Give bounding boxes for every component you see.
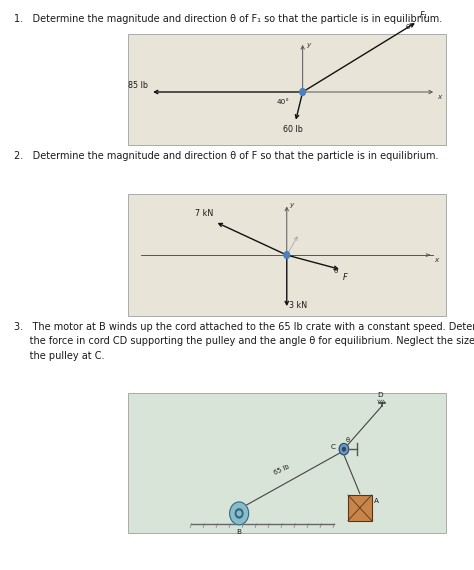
Text: C: C [330,444,336,450]
Text: B: B [237,529,242,535]
Circle shape [300,88,306,95]
Text: F₁: F₁ [420,11,428,20]
Circle shape [339,443,349,455]
Text: y: y [306,42,310,48]
Text: 65 lb: 65 lb [273,463,291,476]
Text: θ: θ [333,268,337,274]
Bar [128,194,446,316]
Circle shape [237,511,241,516]
Text: 1.   Determine the magnitude and direction θ of F₁ so that the particle is in eq: 1. Determine the magnitude and direction… [14,14,442,25]
Text: θ: θ [346,437,349,443]
Circle shape [235,509,243,518]
Text: x: x [435,256,439,263]
Circle shape [284,251,290,259]
Text: 7 kN: 7 kN [195,209,213,218]
Text: the pulley at C.: the pulley at C. [14,351,105,361]
Bar [128,34,446,145]
Text: 3.   The motor at B winds up the cord attached to the 65 lb crate with a constan: 3. The motor at B winds up the cord atta… [14,322,474,332]
Circle shape [229,502,248,525]
Text: x: x [438,93,442,100]
Text: θ: θ [406,25,410,30]
Text: D: D [377,392,383,398]
Text: 2.   Determine the magnitude and direction θ of F so that the particle is in equ: 2. Determine the magnitude and direction… [14,151,439,161]
Bar [348,495,372,520]
Text: F: F [343,272,348,282]
Text: y: y [289,202,293,209]
Text: 3 kN: 3 kN [289,301,307,310]
Text: the force in cord CD supporting the pulley and the angle θ for equilibrium. Negl: the force in cord CD supporting the pull… [14,336,474,347]
Bar [128,393,446,533]
Circle shape [343,447,346,451]
Text: 40°: 40° [277,99,290,105]
Text: A: A [374,498,379,504]
Text: 60 lb: 60 lb [283,125,303,135]
Text: 85 lb: 85 lb [128,81,148,89]
